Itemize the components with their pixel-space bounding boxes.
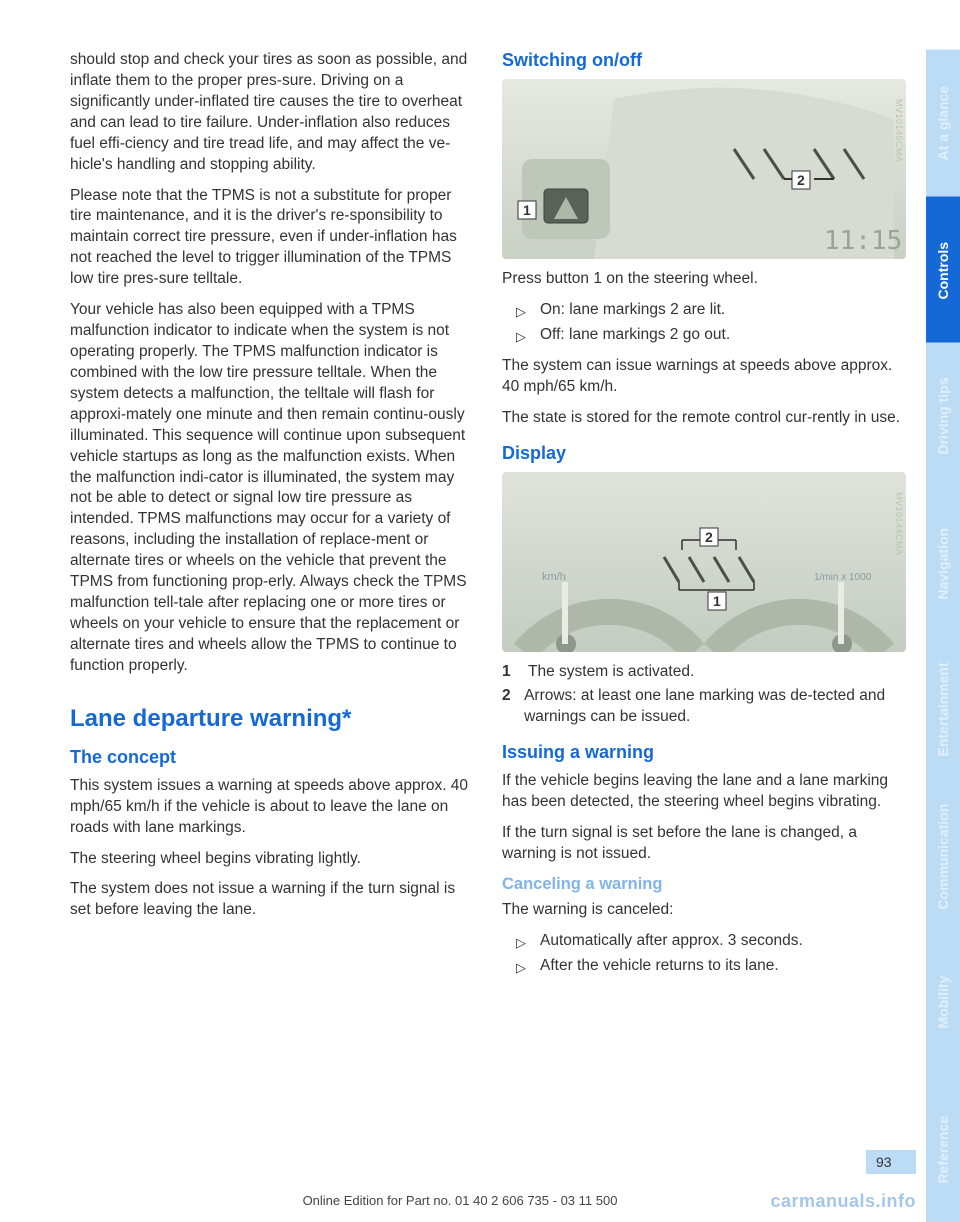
subheading-concept: The concept (70, 747, 474, 768)
body-paragraph: Please note that the TPMS is not a subst… (70, 186, 474, 291)
right-column: Switching on/off (502, 50, 906, 1182)
side-tab[interactable]: Reference (926, 1076, 960, 1222)
figure-code: MV10145CMA (894, 99, 904, 163)
triangle-bullet-icon: ▷ (516, 303, 526, 321)
list-item-text: Automatically after approx. 3 seconds. (540, 931, 803, 952)
numbered-item: 1 The system is activated. (502, 662, 906, 683)
triangle-bullet-icon: ▷ (516, 328, 526, 346)
list-item: ▷ Automatically after approx. 3 seconds. (502, 931, 906, 952)
item-number: 2 (502, 686, 512, 728)
svg-text:1/min x 1000: 1/min x 1000 (814, 572, 872, 583)
figure-code: MV10144CMA (894, 492, 904, 556)
subsubheading-canceling: Canceling a warning (502, 875, 906, 894)
figure-display: 2 1 km/h 1/min x 1000 MV10144CMA (502, 472, 906, 652)
svg-text:2: 2 (797, 172, 805, 188)
body-paragraph: should stop and check your tires as soon… (70, 50, 474, 176)
body-paragraph: The steering wheel begins vibrating ligh… (70, 849, 474, 870)
svg-text:km/h: km/h (542, 571, 566, 583)
left-column: should stop and check your tires as soon… (70, 50, 474, 1182)
body-paragraph: This system issues a warning at speeds a… (70, 776, 474, 839)
svg-text:1: 1 (523, 202, 531, 218)
numbered-item: 2 Arrows: at least one lane marking was … (502, 686, 906, 728)
list-item: ▷ After the vehicle returns to its lane. (502, 956, 906, 977)
side-tab[interactable]: Controls (926, 197, 960, 344)
list-item-text: Off: lane markings 2 go out. (540, 325, 730, 346)
section-heading-lane-departure: Lane departure warning* (70, 705, 474, 733)
side-tab[interactable]: Communication (926, 783, 960, 930)
list-item: ▷ On: lane markings 2 are lit. (502, 300, 906, 321)
body-paragraph: If the turn signal is set before the lan… (502, 823, 906, 865)
subheading-switching: Switching on/off (502, 50, 906, 71)
list-item-text: After the vehicle returns to its lane. (540, 956, 779, 977)
side-navigation-tabs: At a glanceControlsDriving tipsNavigatio… (926, 0, 960, 1222)
steering-wheel-illustration-icon: 11:15 1 2 (502, 79, 906, 259)
body-paragraph: The system can issue warnings at speeds … (502, 356, 906, 398)
subheading-display: Display (502, 443, 906, 464)
body-paragraph: The warning is canceled: (502, 900, 906, 921)
side-tab[interactable]: At a glance (926, 50, 960, 197)
triangle-bullet-icon: ▷ (516, 934, 526, 952)
side-tab[interactable]: Entertainment (926, 636, 960, 783)
svg-text:1: 1 (713, 593, 721, 609)
item-text: Arrows: at least one lane marking was de… (524, 686, 906, 728)
watermark: carmanuals.info (770, 1191, 916, 1212)
body-paragraph: The system does not issue a warning if t… (70, 879, 474, 921)
item-text: The system is activated. (528, 662, 694, 683)
body-paragraph: If the vehicle begins leaving the lane a… (502, 771, 906, 813)
svg-text:11:15: 11:15 (824, 226, 902, 256)
subheading-issuing-warning: Issuing a warning (502, 742, 906, 763)
svg-text:2: 2 (705, 529, 713, 545)
side-tab[interactable]: Navigation (926, 490, 960, 637)
list-item: ▷ Off: lane markings 2 go out. (502, 325, 906, 346)
bullet-list: ▷ Automatically after approx. 3 seconds.… (502, 931, 906, 977)
list-item-text: On: lane markings 2 are lit. (540, 300, 725, 321)
page-number: 93 (866, 1150, 916, 1174)
body-paragraph: Your vehicle has also been equipped with… (70, 300, 474, 677)
body-paragraph: Press button 1 on the steering wheel. (502, 269, 906, 290)
item-number: 1 (502, 662, 516, 683)
triangle-bullet-icon: ▷ (516, 959, 526, 977)
body-paragraph: The state is stored for the remote contr… (502, 408, 906, 429)
side-tab[interactable]: Driving tips (926, 343, 960, 490)
figure-switching: 11:15 1 2 MV10145CMA (502, 79, 906, 259)
bullet-list: ▷ On: lane markings 2 are lit. ▷ Off: la… (502, 300, 906, 346)
side-tab[interactable]: Mobility (926, 929, 960, 1076)
instrument-cluster-illustration-icon: 2 1 km/h 1/min x 1000 (502, 472, 906, 652)
